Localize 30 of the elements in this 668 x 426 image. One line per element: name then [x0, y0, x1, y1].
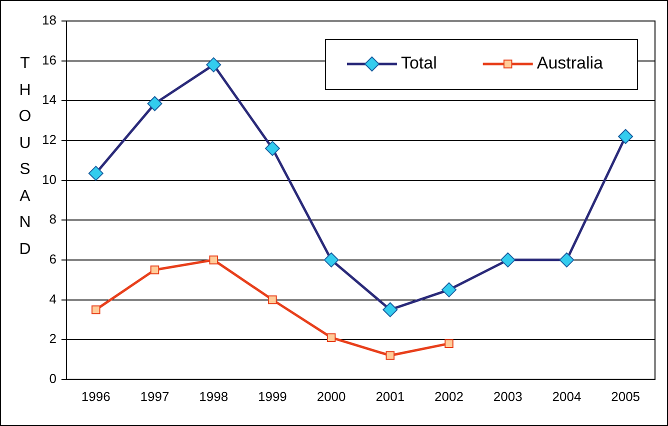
y-tick-label: 12 — [42, 132, 56, 148]
y-tick-label: 18 — [42, 12, 56, 28]
x-tick-label: 2001 — [376, 388, 405, 404]
x-tick-label: 1998 — [199, 388, 228, 404]
y-tick-label: 14 — [42, 92, 56, 108]
x-tick-label: 1996 — [81, 388, 110, 404]
x-tick-label: 2003 — [493, 388, 522, 404]
point — [326, 333, 336, 342]
legend-label: Australia — [536, 54, 604, 73]
x-tick-label: 2005 — [611, 388, 640, 404]
x-tick-label: 2002 — [434, 388, 464, 404]
point — [92, 305, 100, 314]
x-tick-label: 2004 — [552, 388, 582, 404]
y-tick-label: 6 — [49, 252, 56, 267]
point — [150, 266, 160, 274]
x-tick-label: 1999 — [258, 388, 287, 404]
x-tick-label: 1997 — [140, 388, 170, 404]
point — [386, 351, 395, 360]
y-tick-label: 8 — [49, 212, 56, 227]
y-tick-label: 4 — [49, 291, 56, 306]
y-tick-label: 0 — [49, 370, 56, 386]
x-tick-label: 2000 — [316, 388, 346, 404]
legend-label: Total — [400, 54, 437, 73]
y-tick-label: 2 — [49, 331, 56, 346]
y-tick-label: 16 — [42, 52, 56, 68]
y-tick-label: 10 — [42, 172, 56, 187]
y-axis-title: THOUSAND — [18, 54, 32, 260]
point — [444, 339, 454, 348]
point — [209, 256, 218, 264]
point — [268, 295, 277, 304]
